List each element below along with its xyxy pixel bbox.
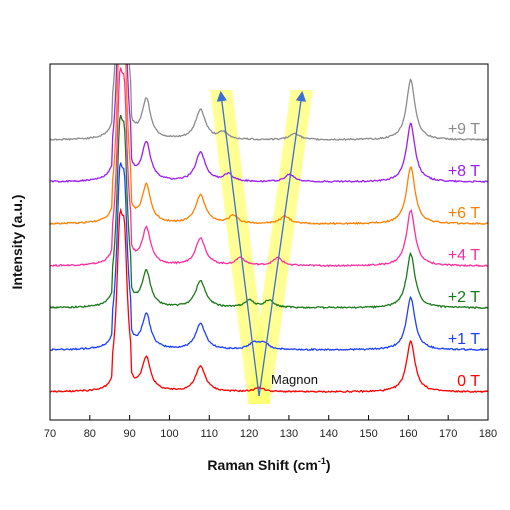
series-label-8t: +8 T xyxy=(448,163,480,180)
series-label-6t: +6 T xyxy=(448,205,480,222)
spectra-traces xyxy=(50,64,488,394)
series-label-0t: 0 T xyxy=(457,373,480,390)
upper-branch-arrow xyxy=(258,90,307,397)
spectrum-2t-line xyxy=(50,114,488,310)
series-label-4t: +4 T xyxy=(448,247,480,264)
magnon-arrows xyxy=(216,90,307,397)
x-tick-label: 120 xyxy=(240,428,258,440)
spectrum-0t-line xyxy=(50,207,488,394)
x-tick-label: 80 xyxy=(84,428,96,440)
magnon-annotation: Magnon xyxy=(271,372,318,387)
x-tick-label: 110 xyxy=(200,428,218,440)
lower-branch-arrow xyxy=(216,90,260,397)
series-label-1t: +1 T xyxy=(448,331,480,348)
x-tick-label: 90 xyxy=(124,428,136,440)
magnon-highlight-bands xyxy=(210,90,313,404)
x-tick-label: 70 xyxy=(44,428,56,440)
plot-frame xyxy=(49,63,489,421)
x-axis-ticks: 70 80 90 100 110 120 130 140 150 160 170 180 xyxy=(44,415,497,440)
series-label-9t: +9 T xyxy=(448,121,480,138)
x-tick-label: 180 xyxy=(479,428,497,440)
series-labels: 0 T +1 T +2 T +4 T +6 T +8 T +9 T xyxy=(448,121,480,390)
x-tick-label: 150 xyxy=(359,428,377,440)
x-tick-label: 100 xyxy=(160,428,178,440)
x-axis-title: Raman Shift (cm-1) xyxy=(207,456,330,473)
x-tick-label: 160 xyxy=(399,428,417,440)
spectrum-1t-line xyxy=(50,162,488,352)
x-tick-label: 140 xyxy=(320,428,338,440)
y-axis-title: Intensity (a.u.) xyxy=(9,195,25,290)
x-tick-label: 170 xyxy=(439,428,457,440)
spectrum-8t-line xyxy=(50,64,488,184)
x-tick-label: 130 xyxy=(280,428,298,440)
spectrum-4t-line xyxy=(50,67,488,268)
series-label-2t: +2 T xyxy=(448,289,480,306)
spectrum-9t-line xyxy=(50,64,488,142)
spectrum-6t-line xyxy=(50,64,488,226)
